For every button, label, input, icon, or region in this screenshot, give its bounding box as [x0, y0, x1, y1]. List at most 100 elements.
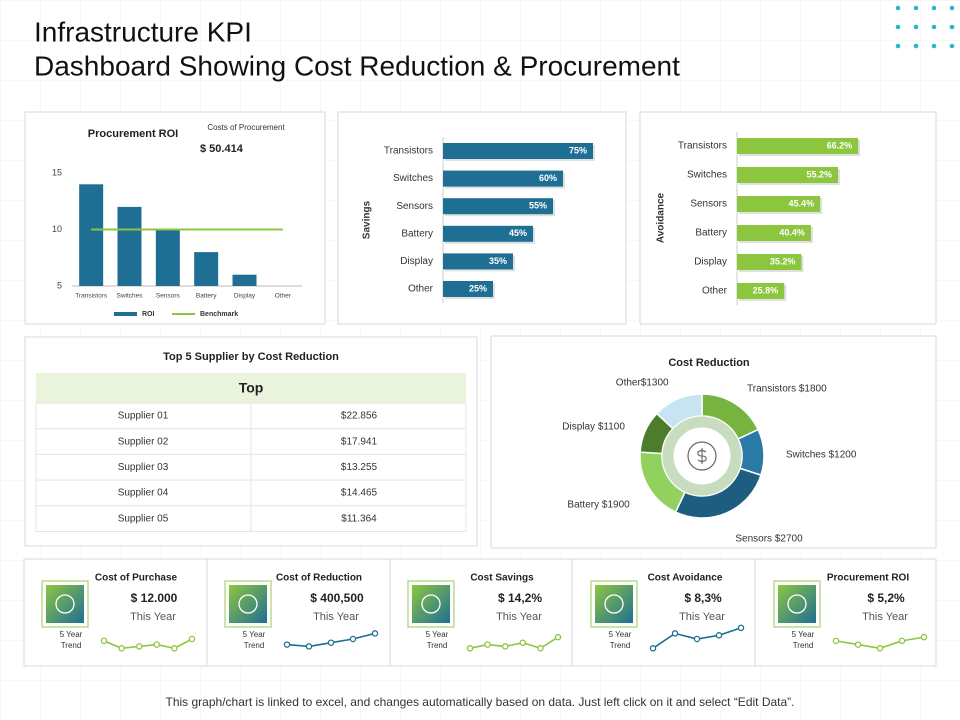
kpi-title: Cost Avoidance — [648, 573, 723, 584]
trend-label: 5 Year — [609, 630, 632, 639]
icon-tile — [46, 585, 84, 623]
corner-dots — [895, 5, 955, 49]
bar — [737, 167, 839, 183]
kpi-value: $ 12.000 — [131, 591, 178, 605]
axis-label: Savings — [362, 200, 373, 239]
sparkline-point — [554, 633, 562, 641]
center-icon-mark — [697, 448, 707, 464]
table-cell: Supplier 01 — [118, 411, 169, 422]
y-tick-label: 10 — [52, 224, 62, 234]
category-label: Switches — [393, 173, 433, 184]
table-cell: Supplier 02 — [118, 436, 169, 447]
bar — [737, 225, 811, 241]
trend-label: 5 Year — [60, 630, 83, 639]
sparkline-point — [349, 635, 357, 643]
donut-slice — [655, 393, 703, 430]
value-label: 35.2% — [770, 256, 796, 266]
bar — [155, 229, 180, 286]
legend-label: ROI — [142, 311, 155, 318]
table-cell: Supplier 03 — [118, 462, 169, 473]
icon-tile — [412, 585, 450, 623]
value-label: 40.4% — [779, 227, 805, 237]
trend-label: Trend — [793, 641, 814, 650]
sparkline-point — [283, 641, 291, 648]
kpi-title: Cost of Purchase — [95, 573, 178, 584]
slice-label: Transistors $1800 — [747, 384, 827, 395]
table-header-bg — [36, 373, 466, 403]
sparkline-point — [327, 639, 335, 646]
table-cell: Supplier 04 — [118, 488, 169, 499]
sparkline-point — [100, 637, 108, 645]
footer-note: This graph/chart is linked to excel, and… — [166, 695, 795, 709]
kpi-period: This Year — [313, 611, 359, 623]
icon-glyph — [238, 594, 258, 614]
annotation-value: $ 50.414 — [200, 143, 244, 155]
bar — [443, 170, 563, 187]
value-label: 45.4% — [789, 198, 815, 208]
value-label: 25% — [469, 283, 487, 293]
value-label: 55.2% — [806, 169, 832, 179]
sparkline-point — [371, 630, 379, 637]
value-label: 66.2% — [827, 140, 853, 150]
value-label: 55% — [529, 201, 547, 211]
trend-label: Trend — [427, 641, 448, 650]
sparkline-point — [484, 641, 491, 648]
trend-label: 5 Year — [243, 630, 266, 639]
x-tick-label: Transistors — [75, 293, 108, 300]
y-tick-label: 15 — [52, 167, 62, 177]
bar — [443, 143, 593, 159]
sparkline-point — [876, 645, 884, 652]
sparkline-point — [118, 645, 125, 652]
sparkline-point — [898, 637, 906, 645]
title: Dashboard Showing Cost Reduction & Procu… — [34, 50, 680, 81]
sparkline-point — [671, 630, 679, 637]
kpi-value: $ 14,2% — [498, 591, 542, 605]
kpi-dividers — [206, 559, 756, 666]
panel — [24, 111, 326, 325]
value-label: 60% — [539, 173, 557, 183]
sparkline-point — [693, 635, 701, 643]
annotation-label: Costs of Procurement — [207, 123, 285, 132]
x-tick-label: Display — [234, 293, 256, 300]
category-label: Switches — [687, 170, 727, 181]
bar — [117, 206, 142, 286]
bar — [443, 225, 533, 242]
table-cell: $13.255 — [341, 462, 378, 473]
trend-label: Trend — [61, 641, 82, 650]
chart-title: Procurement ROI — [88, 128, 178, 140]
kpi-value: $ 8,3% — [684, 591, 722, 605]
category-label: Battery — [401, 228, 433, 239]
table-header: Top — [239, 380, 264, 396]
trend-label: 5 Year — [792, 630, 815, 639]
legend-label: Benchmark — [200, 311, 238, 318]
table-cell: $14.465 — [341, 488, 378, 499]
slice-label: Display $1100 — [562, 421, 625, 432]
table-cell: $22.856 — [341, 411, 378, 422]
kpi-value: $ 5,2% — [867, 591, 905, 605]
sparkline-point — [305, 643, 313, 650]
category-label: Battery — [695, 228, 727, 239]
x-tick-label: Switches — [116, 293, 143, 300]
icon-glyph — [55, 594, 75, 614]
bar — [232, 274, 257, 286]
sparkline-point — [715, 632, 723, 639]
sparkline-point — [188, 635, 196, 643]
kpi-period: This Year — [862, 611, 908, 623]
bar — [443, 253, 513, 270]
value-label: 45% — [509, 228, 527, 238]
slice-label: Sensors $2700 — [735, 534, 803, 545]
icon-tile — [229, 585, 267, 623]
kpi-period: This Year — [130, 611, 176, 623]
kpi-period: This Year — [496, 611, 542, 623]
sparkline-point — [171, 645, 178, 652]
bar — [737, 196, 821, 212]
x-tick-label: Other — [275, 293, 292, 300]
icon-glyph — [604, 594, 624, 614]
slice-label: Battery $1900 — [567, 499, 630, 510]
sparkline-point — [466, 645, 474, 652]
kpi-value: $ 400,500 — [310, 591, 364, 605]
kpi-title: Procurement ROI — [827, 573, 909, 584]
category-label: Sensors — [396, 201, 433, 212]
kpi-title: Cost of Reduction — [276, 573, 362, 584]
